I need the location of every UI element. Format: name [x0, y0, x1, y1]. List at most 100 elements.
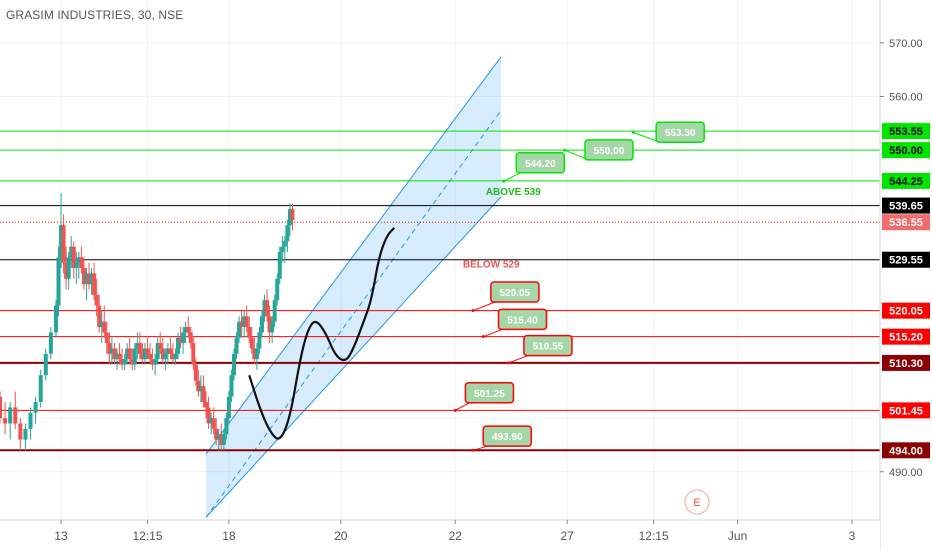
- callout-anchor: [563, 148, 567, 152]
- candle-body: [0, 396, 2, 419]
- candle-body: [247, 327, 252, 338]
- price-level-tag-label: 536.55: [889, 217, 923, 229]
- candle-body: [242, 316, 247, 328]
- candle-body: [71, 246, 76, 269]
- callout-box: [464, 382, 515, 404]
- candle-body: [76, 257, 81, 263]
- candle-body: [48, 332, 53, 354]
- time-axis: 13 12:15 18 20 22 27 12:15 Jun 3: [0, 519, 880, 550]
- callout-anchor: [507, 361, 511, 365]
- price-axis: 490.00 560.00 570.00 553.55 550.00 544.25 539.…: [879, 0, 932, 550]
- candle-body: [112, 348, 117, 360]
- candle-body: [231, 353, 236, 376]
- candle-body: [117, 353, 122, 360]
- candle-body: [74, 262, 79, 269]
- price-level-tag-label: 550.00: [889, 145, 923, 157]
- price-level-tag: [882, 214, 930, 231]
- time-tick-label: 12:15: [132, 529, 162, 543]
- candle-body: [114, 353, 119, 360]
- level-lines: [0, 130, 880, 452]
- candle-body: [290, 209, 295, 220]
- candle-body: [3, 418, 8, 424]
- candle-body: [285, 225, 290, 242]
- time-tick-label: 27: [560, 529, 574, 543]
- candle-body: [214, 428, 219, 440]
- channel-lower-line: [205, 196, 502, 518]
- candle-body: [163, 353, 168, 360]
- candle-body: [107, 343, 112, 354]
- callout-pointer: [472, 445, 488, 451]
- watermark-circle: [684, 489, 710, 515]
- callout-label: 553.30: [665, 128, 696, 139]
- price-level-tag: [882, 197, 930, 214]
- candle-body: [109, 348, 114, 354]
- callout-label: 493.90: [492, 432, 523, 443]
- candle-body: [127, 348, 132, 360]
- candle-body: [28, 412, 33, 429]
- price-level-tag-label: 515.20: [889, 332, 923, 344]
- watermark-letter: E: [693, 497, 700, 509]
- price-level-tag: [882, 142, 930, 159]
- text-annotations: ABOVE 539 BELOW 529: [463, 187, 541, 270]
- candle-body: [249, 337, 254, 349]
- candle-body: [270, 321, 275, 333]
- candle-body: [135, 343, 140, 349]
- candle-body: [94, 294, 99, 306]
- candle-body: [234, 337, 239, 354]
- price-level-tag-label: 510.30: [889, 358, 923, 370]
- candle-body: [206, 407, 211, 424]
- candle-body: [259, 316, 264, 333]
- candle-body: [282, 241, 287, 247]
- candle-body: [64, 262, 69, 279]
- candle-body: [204, 402, 209, 408]
- candle-body: [66, 257, 71, 279]
- candle-body: [142, 348, 147, 360]
- trend-curve-line: [248, 227, 396, 440]
- callout-box: [584, 139, 634, 161]
- candle-body: [122, 359, 127, 365]
- price-callouts: 553.30 550.00 544.20 520.05 515.40 510.55 501.…: [453, 121, 705, 452]
- callout-box: [490, 281, 540, 303]
- price-level-tag-label: 553.55: [889, 126, 923, 138]
- callout-pointer: [503, 172, 521, 182]
- callout-box: [515, 152, 566, 174]
- candle-body: [267, 316, 272, 333]
- candle-body: [209, 418, 214, 424]
- candle-body: [262, 300, 267, 317]
- candle-body: [186, 327, 191, 333]
- time-tick-label: Jun: [728, 529, 747, 543]
- candle-body: [148, 353, 153, 360]
- candle-body: [120, 359, 125, 365]
- watermark-logo: E: [684, 489, 710, 515]
- candle-body: [181, 332, 186, 344]
- candle-body: [84, 273, 89, 285]
- price-tick-label: 570.00: [889, 38, 923, 50]
- candle-body: [219, 434, 224, 445]
- candle-body: [216, 434, 221, 440]
- candle-body: [61, 225, 66, 263]
- candle-body: [92, 273, 97, 295]
- time-tick-label: 12:15: [639, 529, 669, 543]
- candle-body: [168, 348, 173, 354]
- price-level-tag-label: 529.55: [889, 255, 923, 267]
- callout-box: [655, 121, 705, 143]
- price-tick-label: 490.00: [889, 467, 923, 479]
- text-annotation: ABOVE 539: [486, 187, 541, 198]
- candle-body: [158, 343, 163, 349]
- candle-body: [153, 359, 158, 365]
- candle-body: [43, 353, 48, 376]
- candle-body: [170, 353, 175, 360]
- candle-body: [99, 321, 104, 328]
- candle-body: [252, 348, 257, 360]
- candle-body: [13, 407, 18, 424]
- candle-body: [53, 305, 58, 333]
- candle-body: [18, 423, 23, 440]
- callout-anchor: [471, 448, 475, 452]
- callout-anchor: [453, 408, 457, 412]
- price-level-tag: [882, 172, 930, 189]
- channel-fill: [206, 56, 502, 518]
- candle-body: [56, 257, 61, 306]
- price-tick-label: 560.00: [889, 91, 923, 103]
- candle-body: [104, 332, 109, 344]
